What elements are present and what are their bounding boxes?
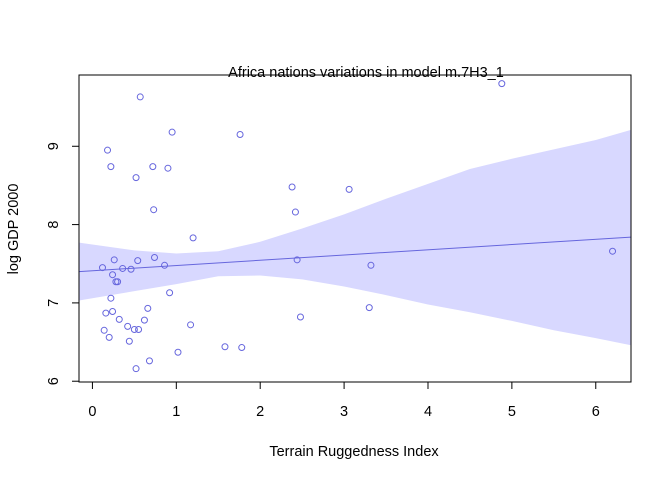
x-tick-label: 2 (256, 404, 264, 420)
data-point (221, 343, 229, 351)
x-tick-label: 5 (508, 404, 516, 420)
data-point (125, 337, 133, 345)
data-point (293, 256, 301, 264)
data-point (102, 309, 110, 317)
chart-title: Africa nations variations in model m.7H3… (228, 65, 504, 81)
data-point (144, 304, 152, 312)
plot-area (78, 80, 632, 373)
data-point (168, 128, 176, 136)
regression-line (78, 236, 632, 273)
data-point (609, 247, 617, 255)
x-tick-label: 6 (592, 404, 600, 420)
y-tick-label: 9 (46, 142, 62, 150)
data-point (161, 261, 169, 269)
data-point (136, 93, 144, 101)
data-point (105, 333, 113, 341)
y-axis: 6 7 8 9 (46, 142, 80, 385)
data-point (109, 271, 117, 279)
data-point (98, 264, 106, 272)
data-point (132, 365, 140, 373)
data-point (124, 322, 132, 330)
data-point (107, 294, 115, 302)
data-point (291, 208, 299, 216)
x-axis-label: Terrain Ruggedness Index (269, 444, 439, 460)
data-point (135, 326, 143, 334)
x-tick-label: 1 (172, 404, 180, 420)
data-point (100, 326, 108, 334)
data-point (238, 344, 246, 352)
data-point (151, 253, 159, 261)
data-point (114, 278, 122, 286)
data-point (174, 348, 182, 356)
data-point (296, 313, 304, 321)
x-axis: 0 1 2 3 4 5 6 (88, 381, 600, 420)
x-tick-label: 0 (88, 404, 96, 420)
data-point (365, 304, 373, 312)
x-tick-label: 3 (340, 404, 348, 420)
y-tick-label: 6 (46, 377, 62, 385)
data-point (166, 289, 174, 297)
data-point (130, 326, 138, 334)
data-point (149, 163, 157, 171)
x-tick-label: 4 (424, 404, 432, 420)
data-point (164, 164, 172, 172)
data-point (189, 234, 197, 242)
data-point (107, 163, 115, 171)
data-point (498, 80, 506, 88)
data-point (145, 357, 153, 365)
data-point (187, 321, 195, 329)
data-point (134, 257, 142, 265)
y-tick-label: 8 (46, 221, 62, 229)
data-point (140, 316, 148, 324)
data-point (119, 264, 127, 272)
data-point (104, 146, 112, 154)
data-point (150, 206, 158, 214)
data-point (345, 185, 353, 193)
data-point (132, 174, 140, 182)
data-point (109, 308, 117, 316)
data-point (115, 315, 123, 323)
y-tick-label: 7 (46, 299, 62, 307)
data-point (127, 265, 135, 273)
data-point (288, 183, 296, 191)
y-axis-label: log GDP 2000 (6, 184, 22, 275)
data-point (367, 261, 375, 269)
confidence-band (79, 129, 631, 346)
data-point (236, 131, 244, 139)
data-point (110, 256, 118, 264)
